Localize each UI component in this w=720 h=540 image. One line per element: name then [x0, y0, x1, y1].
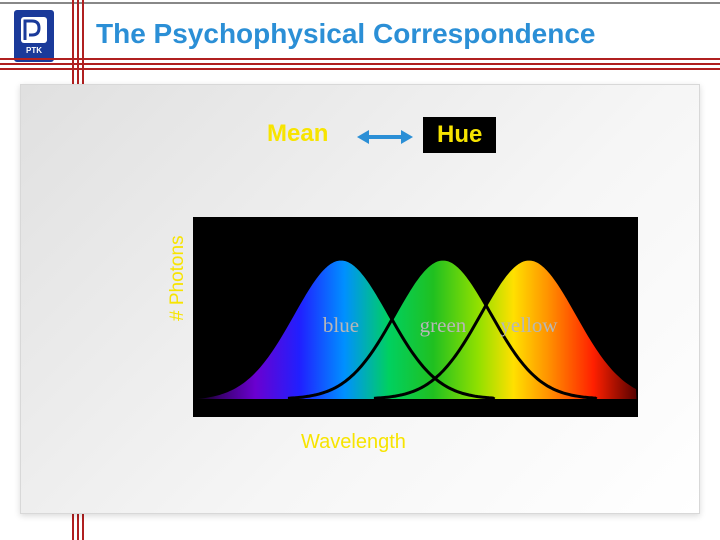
svg-text:yellow: yellow	[500, 313, 558, 337]
svg-text:PTK: PTK	[26, 46, 42, 55]
equivalence-row: Mean Hue	[267, 121, 567, 191]
mean-label: Mean	[267, 121, 337, 147]
x-axis-label: Wavelength	[301, 431, 406, 454]
logo: PTK	[14, 10, 54, 62]
double-arrow-icon	[357, 127, 413, 147]
logo-text: PTK	[19, 15, 49, 58]
y-axis-label: # Photons	[167, 235, 189, 321]
top-rule	[0, 2, 720, 4]
page-title: The Psychophysical Correspondence	[96, 18, 596, 50]
content-panel: Mean Hue # Photons Wavelength blue green y…	[20, 84, 700, 514]
svg-text:green: green	[420, 313, 467, 337]
hue-label: Hue	[423, 117, 496, 153]
svg-text:blue: blue	[323, 313, 359, 337]
spectrum-chart: blue green yellow	[193, 217, 638, 417]
horizontal-accent-lines	[0, 58, 720, 73]
